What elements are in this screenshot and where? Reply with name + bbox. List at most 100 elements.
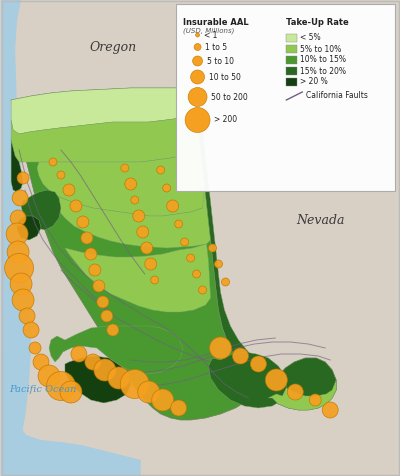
Circle shape: [108, 367, 130, 389]
Circle shape: [6, 223, 28, 245]
Circle shape: [131, 196, 139, 204]
Circle shape: [81, 232, 93, 244]
Polygon shape: [11, 140, 23, 192]
Circle shape: [171, 400, 187, 416]
Circle shape: [12, 289, 34, 311]
Circle shape: [141, 242, 153, 254]
Polygon shape: [17, 216, 41, 240]
Circle shape: [137, 226, 149, 238]
Polygon shape: [49, 326, 183, 374]
Text: California Faults: California Faults: [306, 91, 368, 100]
FancyBboxPatch shape: [176, 4, 395, 191]
Polygon shape: [1, 0, 31, 476]
Circle shape: [107, 324, 119, 336]
Bar: [286, 67, 297, 75]
Text: 10% to 15%: 10% to 15%: [300, 56, 346, 65]
Circle shape: [70, 200, 82, 212]
Circle shape: [94, 359, 116, 381]
Text: Oregon: Oregon: [89, 41, 136, 54]
Circle shape: [232, 348, 248, 364]
Circle shape: [208, 244, 216, 252]
Circle shape: [192, 270, 200, 278]
Circle shape: [181, 238, 189, 246]
Circle shape: [17, 172, 29, 184]
Circle shape: [97, 296, 109, 308]
Circle shape: [192, 56, 202, 66]
Text: 50 to 200: 50 to 200: [211, 92, 248, 101]
Circle shape: [145, 258, 157, 270]
Text: 10 to 50: 10 to 50: [208, 72, 240, 81]
Circle shape: [214, 260, 222, 268]
Circle shape: [125, 178, 137, 190]
Text: > 20 %: > 20 %: [300, 78, 328, 87]
Circle shape: [185, 108, 210, 132]
Circle shape: [322, 402, 338, 418]
Circle shape: [23, 322, 39, 338]
Circle shape: [133, 210, 145, 222]
Polygon shape: [1, 348, 141, 476]
Circle shape: [93, 280, 105, 292]
Circle shape: [10, 273, 32, 295]
Circle shape: [175, 220, 183, 228]
Text: 5 to 10: 5 to 10: [206, 57, 234, 66]
Circle shape: [12, 190, 28, 206]
Circle shape: [265, 369, 287, 391]
Polygon shape: [65, 244, 210, 312]
Circle shape: [287, 384, 303, 400]
Bar: [286, 34, 297, 42]
Circle shape: [101, 310, 113, 322]
Circle shape: [63, 184, 75, 196]
Text: Pacific Ocean: Pacific Ocean: [9, 386, 77, 395]
Circle shape: [77, 216, 89, 228]
Circle shape: [210, 337, 232, 359]
Polygon shape: [11, 88, 336, 420]
Circle shape: [29, 342, 41, 354]
Circle shape: [138, 381, 160, 403]
Circle shape: [60, 381, 82, 403]
Polygon shape: [11, 88, 196, 134]
Polygon shape: [196, 112, 336, 410]
Circle shape: [157, 166, 165, 174]
Circle shape: [163, 184, 171, 192]
Circle shape: [71, 346, 87, 362]
Circle shape: [46, 371, 76, 400]
Text: 15% to 20%: 15% to 20%: [300, 67, 346, 76]
Text: (USD, Millions): (USD, Millions): [183, 27, 234, 33]
Bar: [286, 56, 297, 64]
Circle shape: [188, 88, 207, 107]
Text: < 5%: < 5%: [300, 33, 321, 42]
Circle shape: [38, 365, 60, 387]
Circle shape: [57, 171, 65, 179]
Circle shape: [194, 43, 201, 50]
Circle shape: [222, 278, 230, 286]
Circle shape: [85, 354, 101, 370]
Text: 1 to 5: 1 to 5: [205, 42, 227, 51]
Polygon shape: [208, 352, 286, 408]
Text: Take-Up Rate: Take-Up Rate: [286, 18, 349, 27]
Polygon shape: [65, 356, 131, 403]
Circle shape: [89, 264, 101, 276]
Circle shape: [151, 276, 159, 284]
Circle shape: [198, 286, 206, 294]
Circle shape: [309, 394, 321, 406]
Polygon shape: [21, 190, 61, 230]
Polygon shape: [11, 115, 200, 162]
Circle shape: [121, 164, 129, 172]
Circle shape: [19, 308, 35, 324]
Circle shape: [196, 33, 200, 37]
Circle shape: [85, 248, 97, 260]
Circle shape: [33, 354, 49, 370]
Text: Nevada: Nevada: [296, 214, 344, 227]
Circle shape: [190, 70, 204, 84]
Bar: [286, 78, 297, 86]
Bar: [286, 45, 297, 53]
Circle shape: [7, 241, 29, 263]
Circle shape: [49, 158, 57, 166]
Circle shape: [187, 254, 194, 262]
Circle shape: [10, 210, 26, 226]
Text: < 1: < 1: [204, 30, 217, 40]
Text: > 200: > 200: [214, 116, 237, 125]
Text: Insurable AAL: Insurable AAL: [183, 18, 248, 27]
Circle shape: [250, 356, 266, 372]
Polygon shape: [37, 150, 206, 216]
